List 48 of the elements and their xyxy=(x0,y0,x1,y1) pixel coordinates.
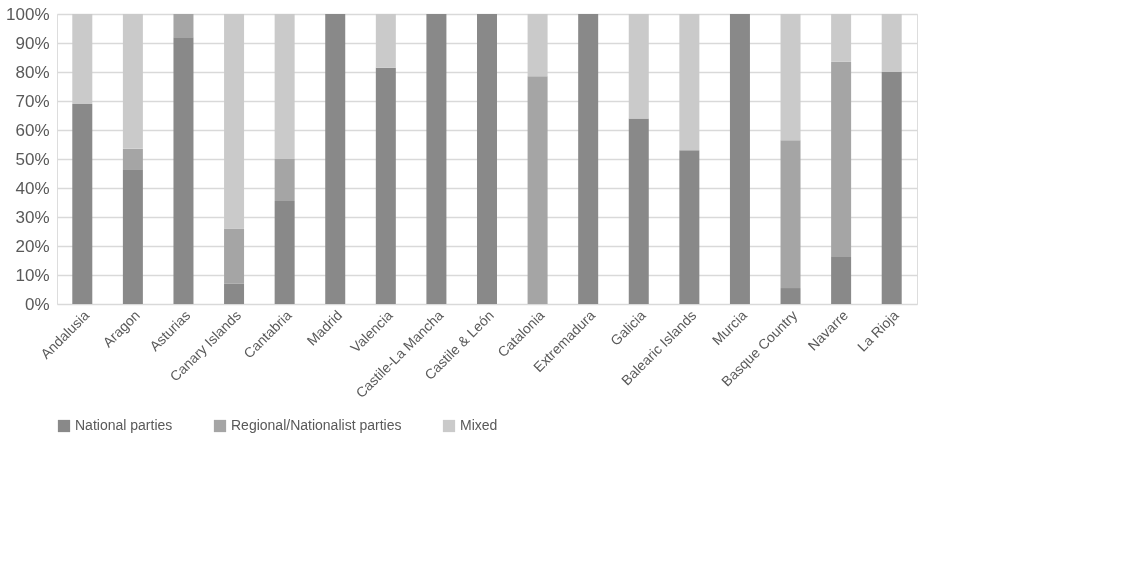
y-tick-label: 90% xyxy=(15,33,50,53)
bar xyxy=(780,140,801,289)
y-tick-label: 70% xyxy=(15,91,50,111)
bar xyxy=(831,14,852,62)
bar xyxy=(729,14,750,304)
bar xyxy=(881,72,902,304)
bar xyxy=(881,14,902,72)
bar xyxy=(72,103,93,304)
bar xyxy=(679,150,700,304)
bar xyxy=(224,283,245,304)
bar xyxy=(274,14,295,159)
bar xyxy=(527,76,548,304)
y-tick-label: 0% xyxy=(24,294,50,314)
y-tick-label: 60% xyxy=(15,120,50,140)
legend-label: Regional/Nationalist parties xyxy=(231,417,402,433)
y-tick-label: 10% xyxy=(15,265,50,285)
bar xyxy=(426,14,447,304)
bar xyxy=(224,14,245,229)
y-tick-label: 30% xyxy=(15,207,50,227)
bar xyxy=(122,148,143,170)
bar xyxy=(780,14,801,141)
bar xyxy=(780,288,801,304)
bar xyxy=(628,14,649,119)
bar xyxy=(375,14,396,68)
bar xyxy=(578,14,599,304)
bar xyxy=(122,169,143,304)
y-tick-label: 50% xyxy=(15,149,50,169)
bar xyxy=(325,14,346,304)
bar xyxy=(527,14,548,77)
bar xyxy=(224,228,245,284)
y-tick-label: 40% xyxy=(15,178,50,198)
bar xyxy=(679,14,700,151)
bar xyxy=(72,14,93,104)
bar xyxy=(375,67,396,304)
legend-label: National parties xyxy=(75,417,173,433)
bar xyxy=(274,201,295,304)
y-tick-label: 80% xyxy=(15,62,50,82)
legend-label: Mixed xyxy=(460,417,498,433)
bar xyxy=(173,37,194,304)
bar xyxy=(173,14,194,38)
y-tick-label: 100% xyxy=(6,4,50,24)
bar xyxy=(122,14,143,149)
bar xyxy=(477,14,497,304)
bar xyxy=(628,118,649,304)
bar xyxy=(274,159,295,202)
bar xyxy=(831,256,852,304)
y-tick-label: 20% xyxy=(15,236,50,256)
bar xyxy=(831,61,852,257)
